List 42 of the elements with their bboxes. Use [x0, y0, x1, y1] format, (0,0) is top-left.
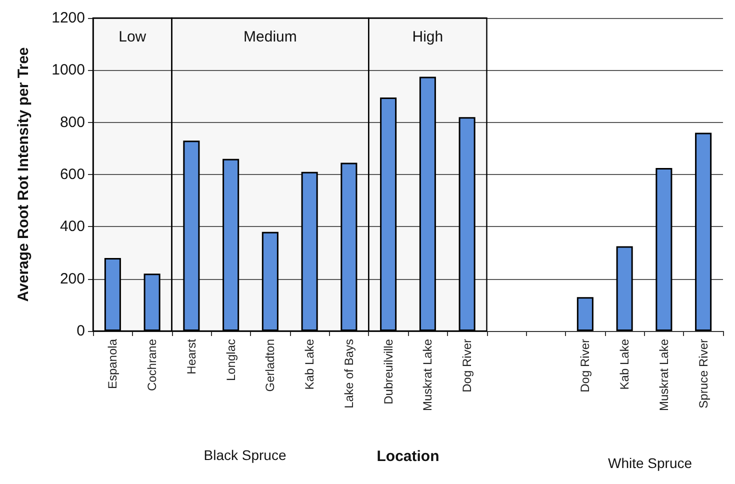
bar — [695, 132, 712, 331]
bar — [458, 117, 476, 331]
y-tick-label: 1000 — [52, 62, 85, 79]
bar — [616, 246, 633, 331]
x-tick-label: Cochrane — [145, 338, 160, 392]
y-tick-label: 200 — [60, 270, 85, 288]
y-tick-label: 400 — [60, 218, 85, 236]
y-tick-label: 800 — [60, 114, 85, 131]
x-tick-label: Hearst — [184, 338, 198, 374]
bar — [576, 297, 594, 331]
y-axis-title: Average Root Rot Intensity per Tree — [15, 47, 32, 302]
bar — [262, 232, 278, 331]
x-tick-label: Lake of Bays — [342, 339, 356, 408]
x-tick-label: Espanola — [106, 338, 120, 390]
x-tick-label: Dog River — [460, 339, 474, 392]
x-tick-label: Longlac — [224, 339, 238, 382]
y-tick-label: 600 — [60, 166, 85, 183]
bar — [380, 98, 397, 331]
band-label: High — [412, 28, 444, 46]
text: Black Spruce — [204, 447, 286, 463]
x-tick-label: Muskrat Lake — [656, 338, 671, 412]
x-tick-label: Spruce River — [696, 339, 710, 408]
band-label: Medium — [244, 28, 297, 46]
x-axis-title: Location — [376, 448, 440, 465]
x-tick-label: Dog River — [578, 339, 592, 392]
bar — [301, 172, 318, 331]
band-label: Low — [118, 28, 146, 46]
bar — [104, 258, 121, 331]
y-tick-label: 1200 — [52, 10, 85, 26]
x-tick-label: Dubreuilville — [381, 338, 396, 404]
text: White Spruce — [608, 455, 692, 471]
x-tick-label: Kab Lake — [302, 338, 317, 390]
x-tick-label: Muskrat Lake — [420, 338, 435, 412]
y-tick-label: 0 — [76, 322, 85, 340]
x-tick-label: Gerladton — [263, 339, 278, 392]
bar — [144, 274, 160, 331]
bar — [222, 158, 240, 331]
bar — [340, 162, 358, 331]
bar — [183, 140, 200, 331]
bar — [419, 76, 436, 331]
x-tick-label: Kab Lake — [618, 338, 632, 390]
bar — [656, 168, 672, 331]
